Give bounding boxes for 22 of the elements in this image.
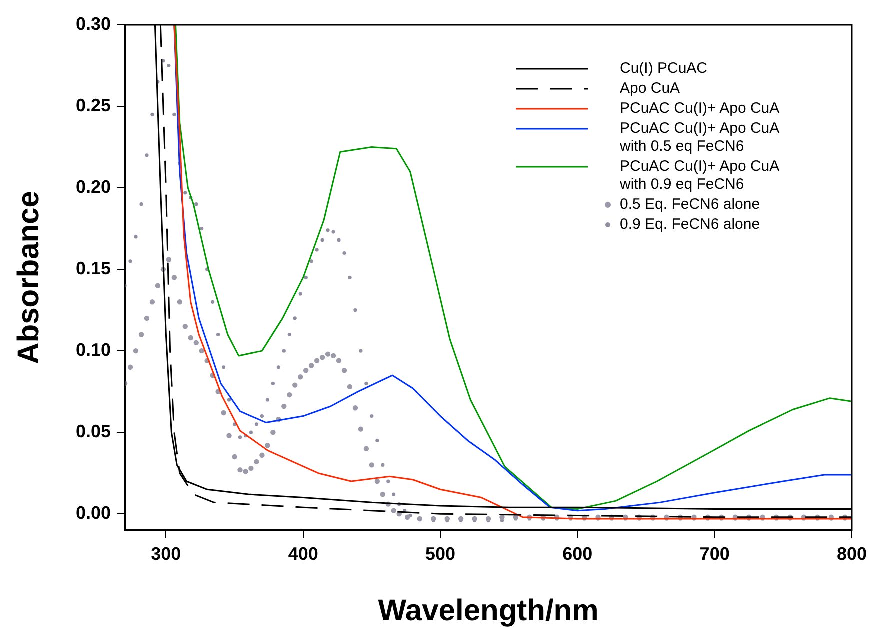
x-tick-label: 400 <box>288 544 318 564</box>
legend-label: 0.5 Eq. FeCN6 alone <box>620 196 760 214</box>
y-tick-label: 0.25 <box>76 95 112 116</box>
y-tick-label: 0.30 <box>76 14 112 34</box>
y-tick-label: 0.00 <box>76 503 112 524</box>
x-tick-label: 600 <box>562 544 593 564</box>
y-tick-label: 0.20 <box>76 177 112 197</box>
y-tick-label: 0.05 <box>76 422 112 442</box>
y-axis-title: Absorbance <box>12 191 46 364</box>
x-tick-label: 800 <box>836 544 868 564</box>
x-tick-label: 700 <box>700 544 730 564</box>
legend-label: Apo CuA <box>620 80 680 98</box>
legend-label: PCuAC Cu(I)+ Apo CuA with 0.9 eq FeCN6 <box>620 158 780 194</box>
legend-label: PCuAC Cu(I)+ Apo CuA <box>620 100 780 118</box>
x-axis-title: Wavelength/nm <box>378 594 599 628</box>
x-tick-label: 300 <box>151 544 182 564</box>
legend-label: PCuAC Cu(I)+ Apo CuA with 0.5 eq FeCN6 <box>620 120 780 156</box>
x-tick-label: 500 <box>425 544 456 564</box>
y-tick-label: 0.15 <box>76 258 112 279</box>
y-tick-label: 0.10 <box>76 340 112 360</box>
legend-label: Cu(I) PCuAC <box>620 60 708 78</box>
legend-label: 0.9 Eq. FeCN6 alone <box>620 216 760 234</box>
